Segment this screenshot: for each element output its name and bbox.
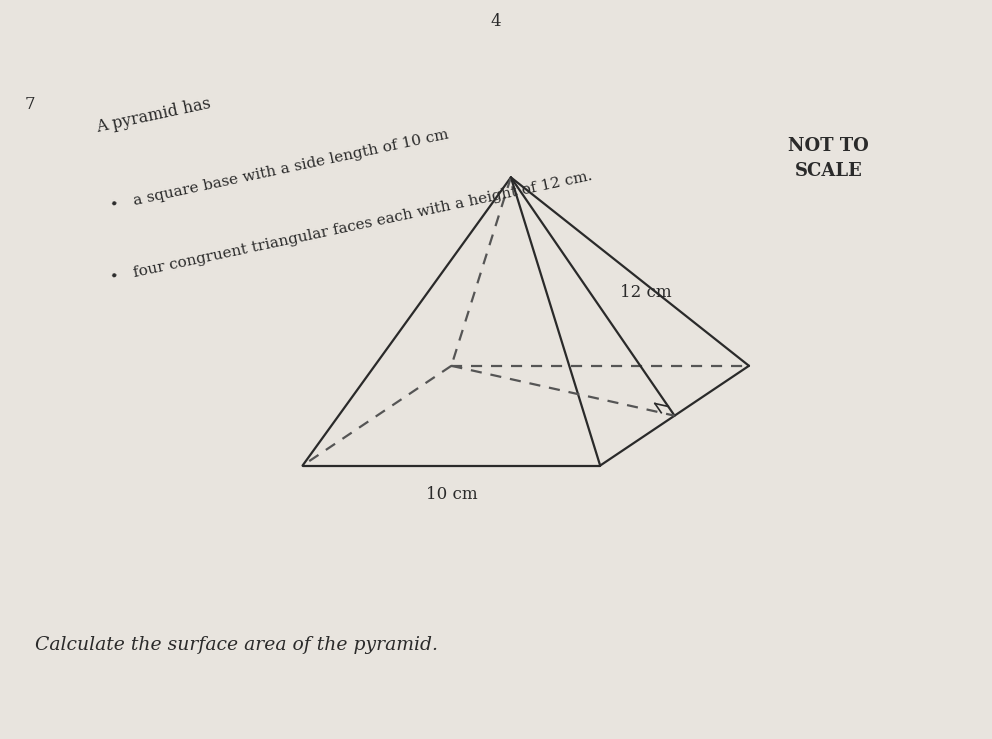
Text: 7: 7 — [25, 96, 36, 113]
Text: •   a square base with a side length of 10 cm: • a square base with a side length of 10… — [109, 127, 450, 213]
Text: A pyramid has: A pyramid has — [94, 95, 212, 135]
Text: •   four congruent triangular faces each with a height of 12 cm.: • four congruent triangular faces each w… — [109, 168, 593, 285]
Text: NOT TO
SCALE: NOT TO SCALE — [788, 137, 869, 180]
Text: 12 cm: 12 cm — [621, 285, 673, 302]
Text: 10 cm: 10 cm — [426, 486, 477, 503]
Text: 4: 4 — [491, 13, 501, 30]
Text: Calculate the surface area of the pyramid.: Calculate the surface area of the pyrami… — [35, 636, 437, 654]
